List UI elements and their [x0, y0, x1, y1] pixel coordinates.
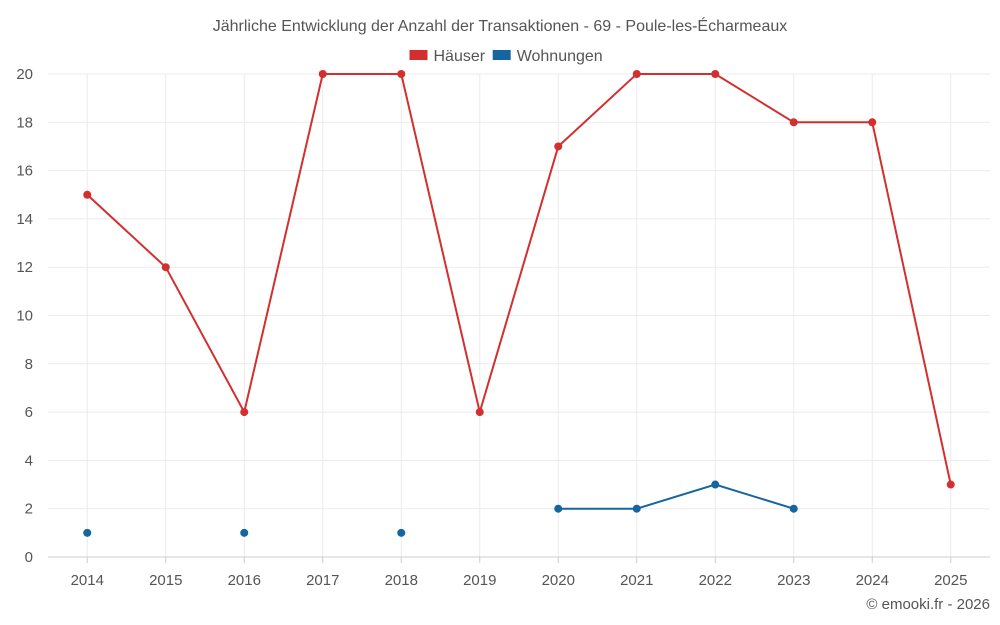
series-group: [83, 70, 955, 537]
x-tick-label: 2017: [306, 572, 339, 589]
x-tick-label: 2023: [777, 572, 810, 589]
data-point[interactable]: [397, 528, 406, 537]
series-wohnungen: [83, 480, 798, 537]
y-tick-label: 20: [16, 66, 33, 83]
y-tick-label: 6: [25, 404, 33, 421]
series-line: [86, 73, 952, 485]
y-tick-label: 12: [16, 259, 33, 276]
y-tick-label: 0: [25, 549, 33, 566]
y-tick-label: 2: [25, 501, 33, 518]
y-tick-label: 16: [16, 163, 33, 180]
x-tick-label: 2018: [385, 572, 418, 589]
grid: [48, 73, 990, 557]
data-point[interactable]: [161, 263, 170, 272]
x-tick-label: 2022: [699, 572, 732, 589]
y-tick-label: 10: [16, 308, 33, 325]
y-tick-label: 18: [16, 114, 33, 131]
legend-item[interactable]: Häuser: [409, 48, 486, 65]
data-point[interactable]: [632, 70, 641, 78]
data-point[interactable]: [397, 70, 406, 78]
data-point[interactable]: [83, 190, 92, 199]
legend-swatch: [409, 50, 428, 60]
data-point[interactable]: [711, 70, 720, 78]
data-point[interactable]: [475, 408, 484, 417]
chart-title: Jährliche Entwicklung der Anzahl der Tra…: [213, 16, 788, 35]
data-point[interactable]: [83, 528, 92, 537]
data-point[interactable]: [711, 480, 720, 489]
data-point[interactable]: [240, 528, 249, 537]
x-tick-label: 2015: [149, 572, 182, 589]
series-line: [558, 483, 795, 510]
x-tick-label: 2019: [463, 572, 496, 589]
x-tick-label: 2016: [228, 572, 261, 589]
x-tick-label: 2014: [71, 572, 104, 589]
legend-label: Häuser: [434, 48, 486, 65]
data-point[interactable]: [632, 504, 641, 513]
series-haeuser: [83, 70, 955, 489]
legend-label: Wohnungen: [517, 48, 603, 65]
x-tick-label: 2024: [856, 572, 889, 589]
data-point[interactable]: [868, 118, 877, 127]
data-point[interactable]: [946, 480, 955, 489]
data-point[interactable]: [554, 504, 563, 513]
y-tick-label: 14: [16, 211, 33, 228]
x-tick-label: 2025: [934, 572, 967, 589]
y-tick-label: 4: [25, 452, 33, 469]
legend-swatch: [492, 50, 511, 60]
y-tick-label: 8: [25, 356, 33, 373]
axes: 0 2 4 6 8 10 12 14 16 18 20 2014 2015 2016 2017 2018 201…: [16, 66, 990, 589]
legend-item[interactable]: Wohnungen: [492, 48, 603, 65]
credit-text: © emooki.fr - 2026: [866, 596, 990, 613]
data-point[interactable]: [789, 118, 798, 127]
data-point[interactable]: [240, 408, 249, 417]
data-point[interactable]: [554, 142, 563, 151]
data-point[interactable]: [318, 70, 327, 78]
legend: Häuser Wohnungen: [409, 48, 603, 65]
x-tick-label: 2020: [542, 572, 575, 589]
data-point[interactable]: [789, 504, 798, 513]
x-tick-label: 2021: [620, 572, 653, 589]
